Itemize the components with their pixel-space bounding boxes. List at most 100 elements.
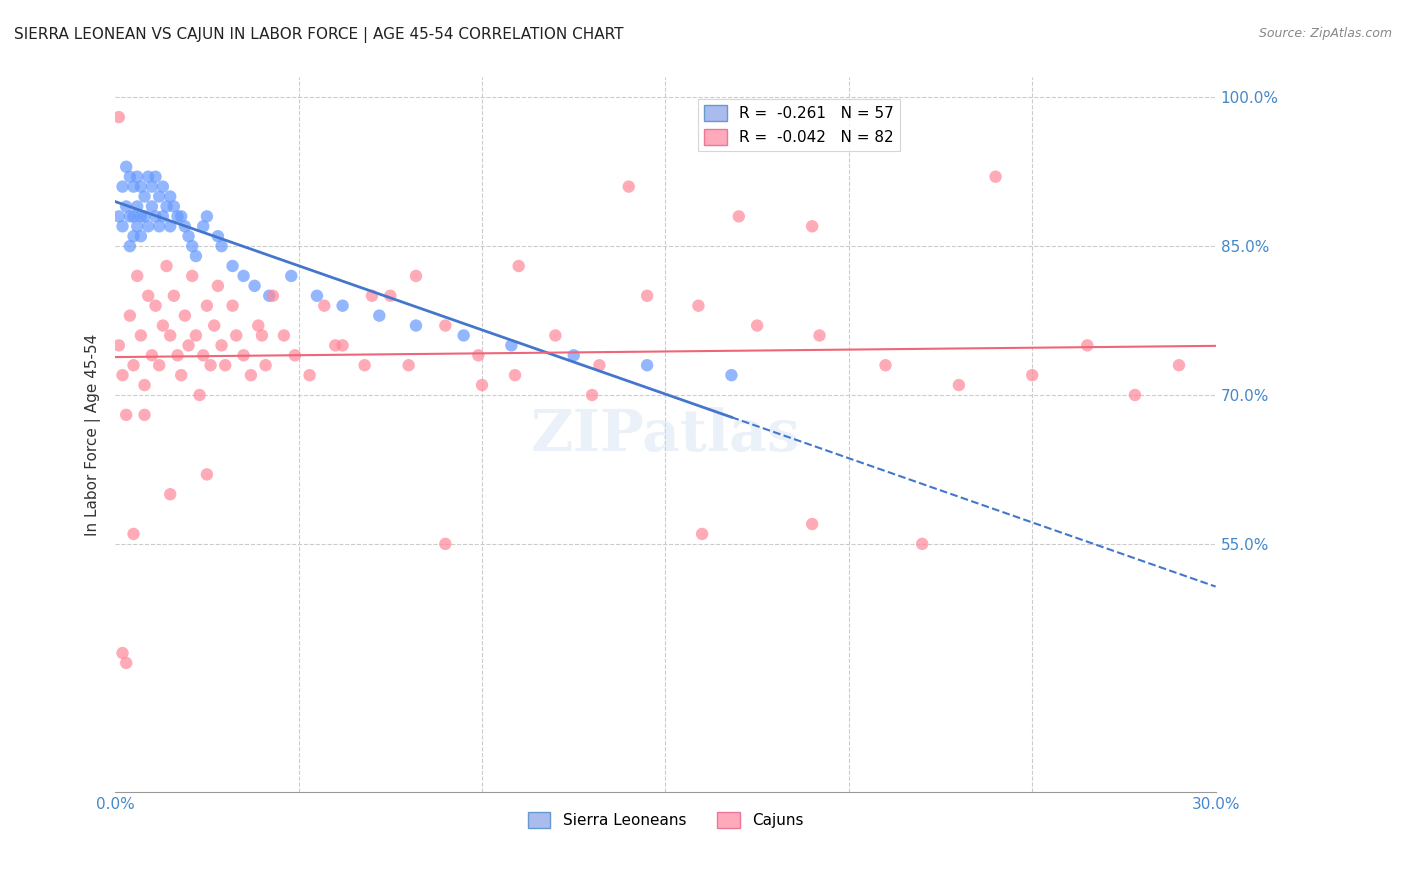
Point [617,179,640,194]
Point [177,338,200,352]
Point [801,219,824,234]
Point [184,249,207,263]
Point [323,338,346,352]
Point [166,210,188,224]
Point [1168,358,1191,372]
Text: SIERRA LEONEAN VS CAJUN IN LABOR FORCE | AGE 45-54 CORRELATION CHART: SIERRA LEONEAN VS CAJUN IN LABOR FORCE |… [14,27,623,43]
Point [159,328,181,343]
Point [195,467,218,482]
Point [221,259,243,273]
Point [118,210,141,224]
Point [159,487,181,501]
Point [434,318,457,333]
Point [353,358,375,372]
Point [225,328,247,343]
Point [332,299,354,313]
Point [134,378,156,392]
Point [314,299,336,313]
Point [170,210,193,224]
Point [280,268,302,283]
Point [232,348,254,362]
Point [984,169,1007,184]
Point [636,289,658,303]
Point [211,239,233,253]
Point [163,199,186,213]
Point [145,169,167,184]
Point [122,527,145,541]
Point [801,516,824,531]
Point [243,278,266,293]
Point [184,328,207,343]
Point [152,179,174,194]
Point [207,278,229,293]
Point [170,368,193,383]
Text: Source: ZipAtlas.com: Source: ZipAtlas.com [1258,27,1392,40]
Point [108,110,131,124]
Point [108,338,131,352]
Point [207,229,229,244]
Point [405,318,427,333]
Point [284,348,307,362]
Point [136,289,159,303]
Point [152,318,174,333]
Point [122,179,145,194]
Point [298,368,321,383]
Point [145,210,167,224]
Point [214,358,236,372]
Point [127,169,149,184]
Point [200,358,222,372]
Point [118,169,141,184]
Point [155,259,177,273]
Point [141,348,163,362]
Point [129,328,152,343]
Point [181,239,204,253]
Point [188,388,211,402]
Point [727,210,749,224]
Point [127,219,149,234]
Point [136,219,159,234]
Point [111,646,134,660]
Point [122,210,145,224]
Point [434,537,457,551]
Point [195,299,218,313]
Point [159,189,181,203]
Point [453,328,475,343]
Point [115,160,138,174]
Point [122,358,145,372]
Point [134,189,156,203]
Point [122,229,145,244]
Point [193,219,215,234]
Point [875,358,897,372]
Point [361,289,384,303]
Point [211,338,233,352]
Point [690,527,713,541]
Point [177,229,200,244]
Text: ZIPatlas: ZIPatlas [530,407,800,463]
Point [127,199,149,213]
Point [141,199,163,213]
Point [588,358,610,372]
Point [173,219,195,234]
Point [254,358,277,372]
Point [948,378,970,392]
Point [508,259,530,273]
Point [471,378,494,392]
Point [247,318,270,333]
Point [111,179,134,194]
Point [636,358,658,372]
Point [305,289,328,303]
Point [115,199,138,213]
Point [181,268,204,283]
Point [398,358,420,372]
Point [808,328,831,343]
Point [202,318,225,333]
Point [467,348,489,362]
Point [134,408,156,422]
Point [1076,338,1098,352]
Point [118,239,141,253]
Point [173,309,195,323]
Point [115,656,138,670]
Point [688,299,710,313]
Point [129,179,152,194]
Point [259,289,281,303]
